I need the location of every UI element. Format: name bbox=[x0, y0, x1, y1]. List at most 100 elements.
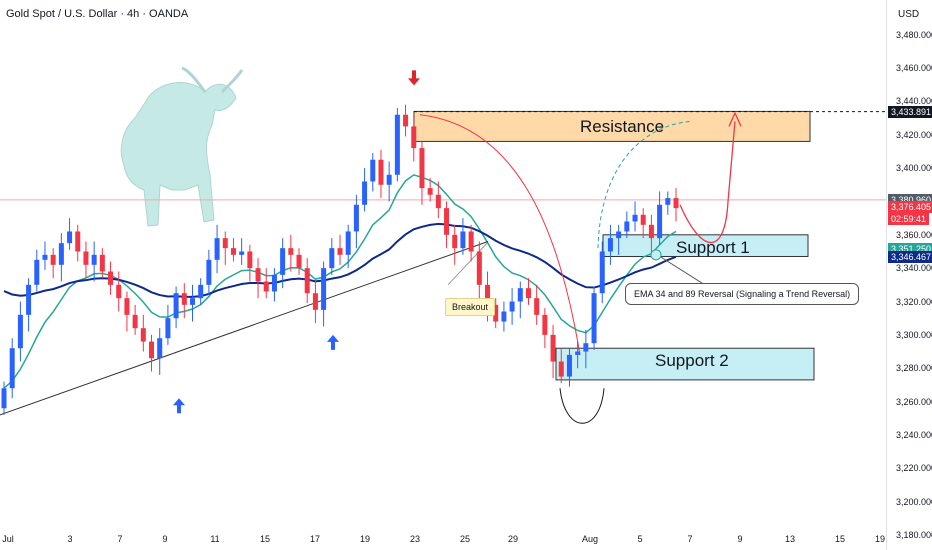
x-tick-label: 15 bbox=[834, 534, 846, 544]
up-arrow-icon bbox=[173, 398, 185, 414]
x-tick-label: 3 bbox=[67, 534, 73, 544]
candle-body bbox=[591, 293, 597, 344]
y-tick-label: 3,260.000 bbox=[896, 396, 932, 407]
x-tick-label: Jul bbox=[2, 534, 14, 544]
candle-body bbox=[583, 343, 589, 352]
candle-body bbox=[255, 268, 261, 282]
x-tick-label: 19 bbox=[359, 534, 371, 544]
candle-body bbox=[132, 314, 138, 329]
price-badge: 3,376.405 bbox=[888, 201, 932, 214]
y-tick-label: 3,220.000 bbox=[896, 463, 932, 474]
y-tick-label: 3,180.000 bbox=[896, 530, 932, 540]
candle-body bbox=[665, 198, 671, 205]
candle-body bbox=[329, 248, 335, 269]
candles-layer bbox=[1, 104, 679, 415]
ema-34-line bbox=[3, 174, 677, 389]
candle-body bbox=[67, 231, 73, 244]
candle-body bbox=[26, 284, 32, 315]
candle-body bbox=[263, 281, 269, 292]
candle-body bbox=[99, 254, 105, 272]
ema-reversal-annotation: EMA 34 and 89 Reversal (Signaling a Tren… bbox=[625, 283, 860, 305]
down-arrow-icon bbox=[408, 70, 420, 86]
bottom-arc bbox=[559, 388, 605, 424]
y-tick-label: 3,460.000 bbox=[896, 63, 932, 74]
price-badge: 3,346.467 bbox=[888, 251, 932, 264]
candle-body bbox=[460, 231, 466, 249]
candle-body bbox=[362, 181, 368, 205]
price-badge: 3,433.891 bbox=[888, 105, 932, 118]
markers-layer bbox=[173, 70, 662, 414]
candle-body bbox=[509, 301, 515, 312]
candle-body bbox=[599, 251, 605, 294]
x-tick-label: 11 bbox=[210, 534, 220, 544]
candle-body bbox=[9, 348, 15, 389]
candle-body bbox=[386, 174, 392, 185]
y-tick-label: 3,340.000 bbox=[896, 263, 932, 274]
x-tick-label: 17 bbox=[309, 534, 321, 544]
candle-body bbox=[485, 284, 491, 305]
candle-body bbox=[616, 231, 622, 239]
candle-body bbox=[296, 254, 302, 269]
candle-body bbox=[427, 188, 433, 195]
y-tick-label: 3,200.000 bbox=[896, 496, 932, 507]
candle-body bbox=[206, 259, 212, 285]
candle-body bbox=[452, 234, 458, 249]
support-1-label: Support 1 bbox=[676, 238, 750, 257]
x-tick-label: 19 bbox=[874, 534, 886, 544]
candle-body bbox=[353, 204, 359, 232]
candle-body bbox=[50, 254, 56, 265]
candle-body bbox=[288, 248, 294, 255]
y-tick-label: 3,280.000 bbox=[896, 363, 932, 374]
candle-body bbox=[370, 159, 376, 182]
candle-body bbox=[91, 254, 97, 265]
candle-body bbox=[17, 314, 23, 349]
currency-label[interactable]: USD bbox=[898, 9, 920, 20]
y-tick-label: 3,480.000 bbox=[896, 29, 932, 40]
candle-body bbox=[140, 328, 146, 342]
y-tick-label: 3,240.000 bbox=[896, 429, 932, 440]
projected-arrow-head bbox=[728, 111, 742, 127]
y-tick-label: 3,440.000 bbox=[896, 96, 932, 107]
ascending-trendline bbox=[0, 241, 489, 416]
candle-body bbox=[198, 284, 204, 299]
candle-body bbox=[607, 238, 613, 252]
projection-curve-dashed bbox=[597, 120, 691, 249]
price-chart[interactable] bbox=[0, 0, 886, 550]
candle-body bbox=[239, 251, 245, 255]
x-tick-label: 29 bbox=[507, 534, 519, 544]
candle-body bbox=[534, 298, 540, 315]
candle-body bbox=[566, 354, 572, 377]
candle-body bbox=[34, 259, 40, 285]
x-tick-label: 7 bbox=[687, 534, 693, 544]
price-axis[interactable] bbox=[886, 0, 932, 550]
candle-body bbox=[116, 284, 122, 299]
x-tick-label: 25 bbox=[459, 534, 471, 544]
candle-body bbox=[222, 238, 228, 249]
drop-curve bbox=[419, 114, 581, 355]
y-tick-label: 3,360.000 bbox=[896, 229, 932, 240]
candle-body bbox=[575, 351, 581, 355]
y-tick-label: 3,320.000 bbox=[896, 296, 932, 307]
candle-body bbox=[468, 231, 474, 252]
candle-body bbox=[108, 271, 114, 285]
candle-body bbox=[230, 248, 236, 255]
candle-body bbox=[173, 293, 179, 319]
ema-89-line bbox=[3, 222, 677, 298]
y-tick-label: 3,400.000 bbox=[896, 163, 932, 174]
candle-body bbox=[476, 251, 482, 285]
candle-body bbox=[493, 304, 499, 322]
candle-body bbox=[124, 298, 130, 315]
candle-body bbox=[83, 251, 89, 265]
candle-body bbox=[337, 248, 343, 255]
y-tick-label: 3,300.000 bbox=[896, 329, 932, 340]
candle-body bbox=[624, 221, 630, 232]
candle-body bbox=[345, 231, 351, 255]
candle-body bbox=[312, 293, 318, 310]
breakout-annotation: Breakout bbox=[445, 298, 496, 316]
candle-body bbox=[403, 114, 409, 127]
x-tick-label: 13 bbox=[784, 534, 796, 544]
candle-body bbox=[550, 334, 556, 362]
candle-body bbox=[673, 198, 679, 209]
x-tick-label: 15 bbox=[259, 534, 271, 544]
projected-path bbox=[679, 121, 736, 244]
